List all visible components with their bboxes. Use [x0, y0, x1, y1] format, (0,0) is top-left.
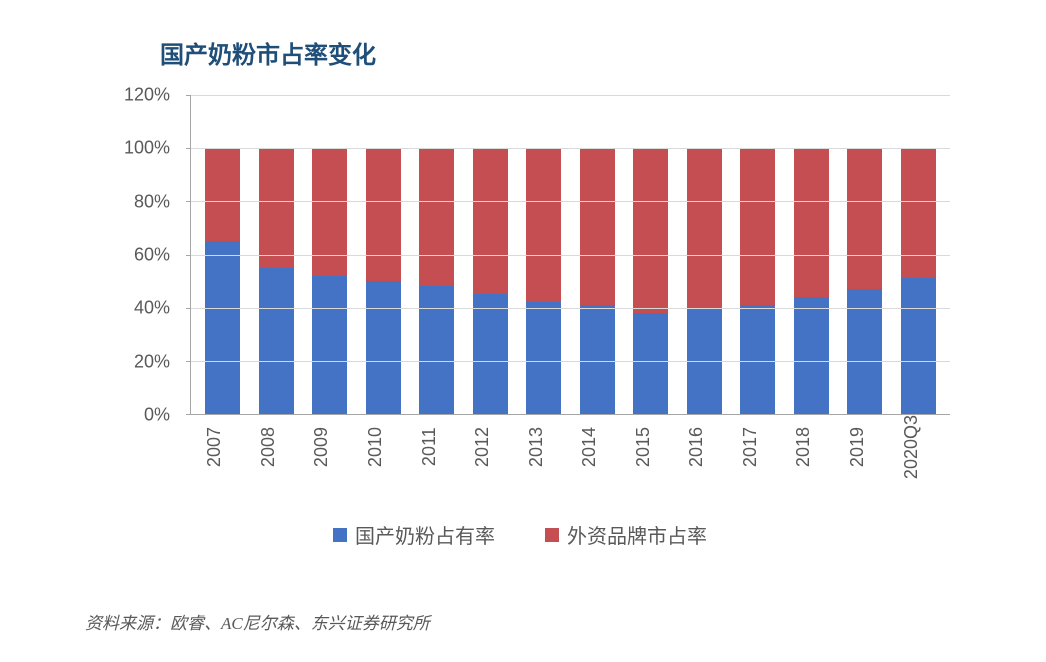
- bar-segment: [205, 241, 240, 414]
- chart-container: 国产奶粉市占率变化 0%20%40%60%80%100%120% 2007200…: [60, 20, 980, 600]
- bar-segment: [633, 313, 668, 414]
- legend-item: 外资品牌市占率: [545, 520, 707, 549]
- legend-item: 国产奶粉占有率: [333, 520, 495, 549]
- bar-segment: [526, 148, 561, 302]
- grid-area: [190, 95, 950, 415]
- gridline: [191, 95, 950, 96]
- x-tick-label: 2019: [847, 415, 882, 487]
- bar-segment: [473, 294, 508, 414]
- y-axis: 0%20%40%60%80%100%120%: [100, 95, 180, 415]
- y-tick-label: 0%: [100, 405, 170, 426]
- bar-segment: [901, 148, 936, 278]
- gridline: [191, 201, 950, 202]
- bar-segment: [312, 276, 347, 414]
- y-tick-mark: [186, 361, 191, 362]
- bar-segment: [473, 148, 508, 294]
- x-tick-label: 2015: [633, 415, 668, 487]
- bar-segment: [419, 148, 454, 286]
- x-tick-label: 2016: [686, 415, 721, 487]
- bar-segment: [526, 302, 561, 414]
- legend-label: 外资品牌市占率: [567, 520, 707, 549]
- plot-area: 0%20%40%60%80%100%120% 20072008200920102…: [100, 95, 960, 415]
- bar-segment: [366, 281, 401, 414]
- x-tick-label: 2012: [472, 415, 507, 487]
- x-tick-label: 2013: [526, 415, 561, 487]
- bar-segment: [901, 278, 936, 414]
- bar-segment: [687, 148, 722, 308]
- x-tick-label: 2020Q3: [901, 415, 936, 487]
- bar-segment: [259, 268, 294, 414]
- legend-swatch: [545, 528, 559, 542]
- x-tick-label: 2014: [579, 415, 614, 487]
- gridline: [191, 308, 950, 309]
- source-prefix: 资料来源：: [85, 614, 170, 633]
- gridline: [191, 361, 950, 362]
- y-tick-mark: [186, 95, 191, 96]
- x-tick-label: 2018: [793, 415, 828, 487]
- legend-swatch: [333, 528, 347, 542]
- x-tick-label: 2017: [740, 415, 775, 487]
- y-tick-label: 100%: [100, 138, 170, 159]
- y-tick-label: 40%: [100, 298, 170, 319]
- bar-segment: [794, 297, 829, 414]
- x-tick-label: 2011: [419, 415, 454, 487]
- x-tick-label: 2007: [204, 415, 239, 487]
- y-tick-label: 120%: [100, 85, 170, 106]
- bar-segment: [740, 305, 775, 414]
- bar-segment: [205, 148, 240, 241]
- x-tick-label: 2010: [365, 415, 400, 487]
- bar-segment: [847, 148, 882, 289]
- legend-label: 国产奶粉占有率: [355, 520, 495, 549]
- y-tick-mark: [186, 255, 191, 256]
- gridline: [191, 148, 950, 149]
- bar-segment: [580, 148, 615, 305]
- y-tick-label: 80%: [100, 191, 170, 212]
- bar-segment: [794, 148, 829, 297]
- bar-segment: [259, 148, 294, 268]
- bar-segment: [580, 305, 615, 414]
- legend: 国产奶粉占有率 外资品牌市占率: [60, 520, 980, 549]
- source-body: 欧睿、AC尼尔森、东兴证券研究所: [170, 614, 430, 633]
- bar-segment: [633, 148, 668, 313]
- x-axis-labels: 2007 2008 2009 2010 2011 2012 2013 2014 2015 2016…: [190, 415, 950, 487]
- y-tick-mark: [186, 308, 191, 309]
- x-tick-label: 2009: [311, 415, 346, 487]
- x-tick-label: 2008: [258, 415, 293, 487]
- y-tick-mark: [186, 201, 191, 202]
- chart-title: 国产奶粉市占率变化: [160, 35, 980, 70]
- bar-segment: [366, 148, 401, 281]
- source-text: 资料来源：欧睿、AC尼尔森、东兴证券研究所: [85, 609, 430, 634]
- bar-segment: [419, 286, 454, 414]
- bar-segment: [740, 148, 775, 305]
- bar-segment: [312, 148, 347, 276]
- y-tick-label: 20%: [100, 351, 170, 372]
- gridline: [191, 255, 950, 256]
- y-tick-mark: [186, 148, 191, 149]
- y-tick-label: 60%: [100, 245, 170, 266]
